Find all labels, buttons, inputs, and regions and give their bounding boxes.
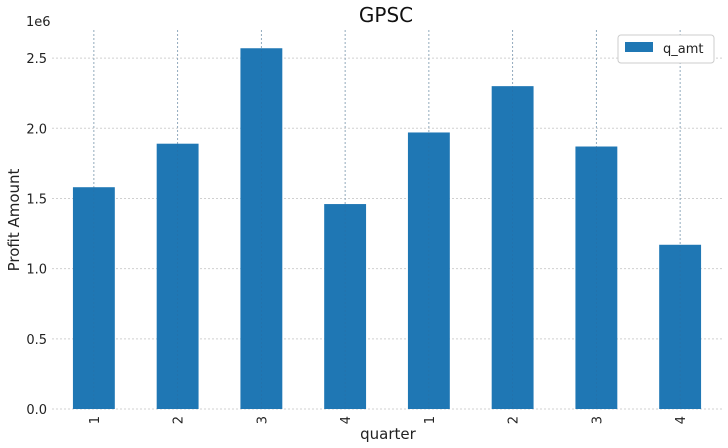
y-tick-label: 0.5: [26, 333, 47, 348]
x-axis-ticks: 1 2 3 4 1 2 3 4: [88, 416, 689, 424]
x-tick-label: 2: [172, 416, 187, 424]
chart-title: GPSC: [359, 3, 413, 27]
y-tick-label: 1.0: [26, 263, 47, 278]
y-scale-offset-label: 1e6: [26, 15, 51, 30]
y-tick-label: 2.5: [26, 52, 47, 67]
x-tick-label: 3: [255, 416, 270, 424]
x-tick-label: 2: [507, 416, 522, 424]
bar: [575, 146, 618, 410]
legend-swatch: [625, 42, 653, 52]
bars: [72, 30, 702, 410]
x-tick-label: 4: [339, 416, 354, 424]
y-tick-label: 1.5: [26, 192, 47, 207]
x-tick-label: 1: [423, 416, 438, 424]
legend: q_amt: [617, 34, 715, 64]
bar: [240, 48, 283, 410]
y-tick-label: 2.0: [26, 122, 47, 137]
y-axis-label: Profit Amount: [5, 168, 23, 271]
x-tick-label: 3: [590, 416, 605, 424]
x-tick-label: 1: [88, 416, 103, 424]
y-axis-ticks: 0.0 0.5 1.0 1.5 2.0 2.5: [26, 52, 47, 418]
legend-label: q_amt: [663, 42, 703, 57]
x-axis-label: quarter: [360, 425, 416, 443]
y-tick-label: 0.0: [26, 403, 47, 418]
x-tick-label: 4: [674, 416, 689, 424]
